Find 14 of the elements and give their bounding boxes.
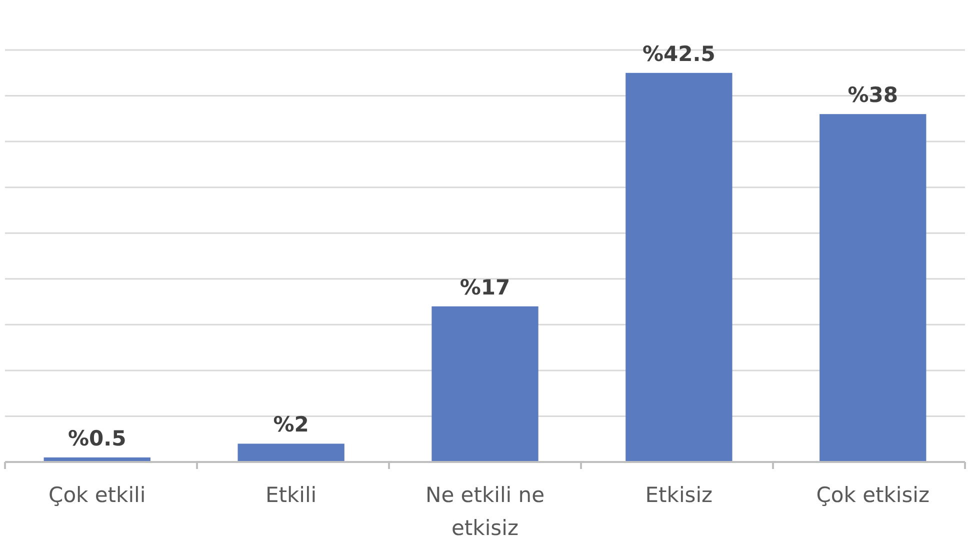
bar xyxy=(626,72,732,462)
bar xyxy=(432,306,538,462)
x-tick-label: Çok etkisiz xyxy=(816,483,930,507)
x-tick-label: Ne etkili ne etkisiz xyxy=(425,483,545,540)
x-tick-label: Çok etkili xyxy=(48,483,146,507)
data-label: %38 xyxy=(848,83,898,108)
data-label: %2 xyxy=(273,412,309,437)
x-tick-label: Etkili xyxy=(265,483,317,507)
data-label: %42.5 xyxy=(642,42,716,66)
bar xyxy=(820,114,926,462)
bar xyxy=(238,444,344,462)
x-tick-label: Etkisiz xyxy=(645,483,713,507)
data-label: %0.5 xyxy=(68,426,126,450)
data-label: %17 xyxy=(460,275,510,300)
